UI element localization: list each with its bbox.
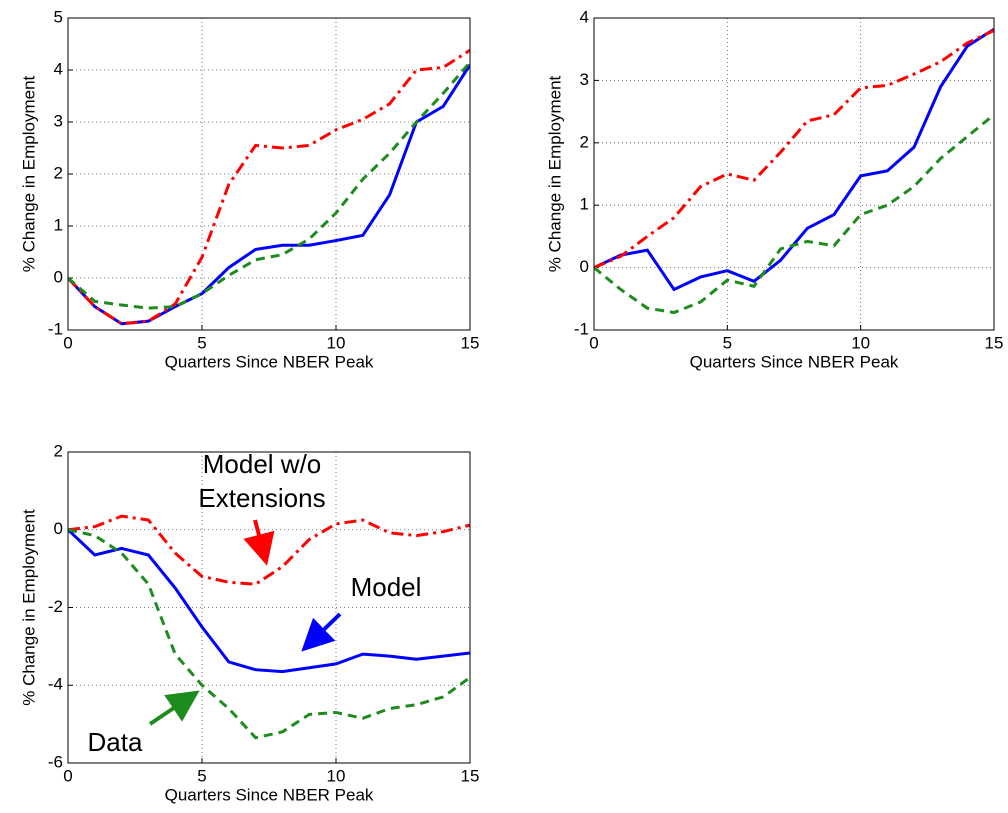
y-tick-label: 1 — [580, 195, 589, 214]
series-line — [68, 514, 470, 586]
x-tick-label: 5 — [723, 333, 732, 352]
annotation-arrow — [148, 690, 200, 726]
y-axis-label: % Change in Employment — [19, 75, 38, 272]
axes-frame — [67, 451, 471, 764]
x-tick-label: 15 — [461, 333, 480, 352]
y-tick-label: 1 — [54, 215, 63, 234]
annotation: Data — [88, 727, 143, 757]
annotation-arrow — [301, 612, 342, 652]
series-line — [68, 61, 470, 310]
series-line — [594, 113, 994, 315]
subplot: -6 -4 -2 0 2 0 5 10 15 Quarters Since NBER Peak % … — [19, 441, 479, 804]
x-tick-label: 0 — [63, 766, 72, 785]
y-tick-label: 0 — [54, 519, 63, 538]
annotation-arrow — [243, 519, 275, 566]
series-line — [594, 29, 994, 269]
plot-area — [594, 18, 994, 330]
y-axis-label: % Change in Employment — [19, 509, 38, 706]
axes-frame — [593, 17, 995, 331]
y-tick-label: 5 — [54, 7, 63, 26]
series-line — [68, 48, 470, 326]
x-tick-label: 0 — [589, 333, 598, 352]
x-tick-label: 10 — [327, 333, 346, 352]
annotation: Model w/o — [203, 449, 322, 479]
series-line — [68, 528, 470, 740]
y-axis-label: % Change in Employment — [545, 75, 564, 272]
annotation: Model — [351, 572, 422, 602]
y-tick-label: 2 — [580, 132, 589, 151]
y-tick-label: 0 — [580, 257, 589, 276]
x-tick-label: 0 — [63, 333, 72, 352]
y-tick-label: 3 — [580, 70, 589, 89]
y-tick-label: 3 — [54, 111, 63, 130]
y-tick-label: 0 — [54, 267, 63, 286]
x-tick-label: 10 — [327, 766, 346, 785]
y-tick-label: -1 — [48, 319, 63, 338]
x-tick-label: 5 — [197, 333, 206, 352]
x-axis-label: Quarters Since NBER Peak — [165, 352, 374, 371]
y-tick-label: 2 — [54, 163, 63, 182]
y-tick-label: -4 — [48, 675, 63, 694]
x-tick-label: 15 — [985, 333, 1004, 352]
y-tick-label: 4 — [580, 7, 589, 26]
axes-frame — [67, 17, 471, 331]
x-axis-label: Quarters Since NBER Peak — [690, 352, 899, 371]
y-tick-label: 2 — [54, 441, 63, 460]
y-tick-label: -6 — [48, 752, 63, 771]
y-tick-label: -2 — [48, 597, 63, 616]
y-tick-label: 4 — [54, 59, 63, 78]
x-tick-label: 5 — [197, 766, 206, 785]
x-tick-label: 10 — [851, 333, 870, 352]
annotation: Extensions — [198, 483, 325, 513]
x-axis-label: Quarters Since NBER Peak — [165, 785, 374, 804]
y-tick-label: -1 — [574, 319, 589, 338]
series-line — [68, 528, 470, 674]
x-tick-label: 15 — [461, 766, 480, 785]
